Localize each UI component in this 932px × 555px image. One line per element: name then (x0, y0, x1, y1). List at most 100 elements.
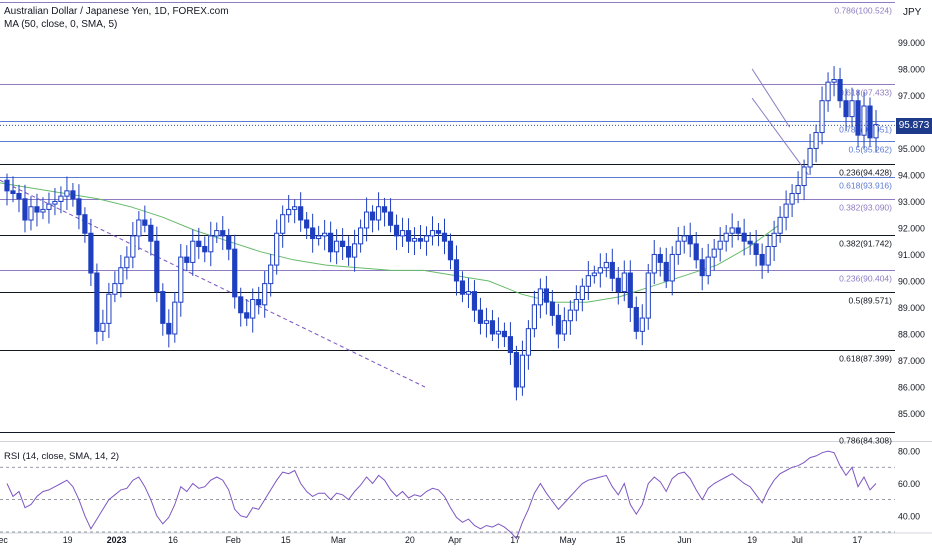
candle (651, 253, 657, 274)
candle (855, 100, 861, 136)
candle (40, 208, 46, 213)
fib-label: 0.786(100.524) (834, 6, 892, 16)
candle (591, 272, 597, 277)
candle (76, 198, 82, 216)
candle (783, 203, 789, 218)
candle (286, 208, 292, 216)
candle (64, 190, 70, 197)
candle (369, 211, 376, 221)
y-tick-label: 97.000 (898, 91, 925, 101)
candle (250, 299, 256, 319)
candle (465, 291, 472, 295)
candle (238, 296, 244, 314)
y-tick-label: 86.000 (898, 382, 925, 392)
candle (639, 317, 645, 332)
y-tick-label: 93.000 (898, 197, 925, 207)
candle (220, 230, 226, 237)
y-tick-label: 85.000 (898, 409, 925, 419)
trend-line (0, 179, 426, 388)
candle (28, 206, 34, 221)
candle (633, 306, 639, 332)
candle (142, 219, 148, 226)
candle (58, 195, 64, 202)
candle (429, 230, 436, 237)
candle (645, 272, 651, 319)
candle (675, 240, 681, 255)
candle (801, 166, 807, 187)
candle (46, 203, 52, 210)
candle (196, 240, 202, 248)
x-tick-label: 17 (852, 535, 862, 545)
candle (262, 283, 268, 306)
x-tick-label: Mar (331, 535, 346, 545)
x-tick-label: Feb (226, 535, 241, 545)
x-tick-label: 16 (168, 535, 178, 545)
last-price-badge: 95.873 (896, 118, 932, 134)
candle (759, 253, 765, 266)
y-tick-label: 90.000 (898, 276, 925, 286)
candle (825, 81, 831, 102)
candle (471, 291, 478, 311)
rsi-line (6, 450, 877, 540)
chart-title: Australian Dollar / Japanese Yen, 1D, FO… (4, 6, 229, 17)
candle (441, 232, 448, 242)
candle (363, 211, 370, 229)
candle (693, 243, 699, 261)
y-tick-label: 92.000 (898, 223, 925, 233)
candle (819, 100, 825, 134)
candle (687, 235, 693, 245)
candle (681, 235, 687, 242)
candle (208, 235, 214, 253)
candle (417, 238, 424, 242)
candle (717, 240, 723, 250)
y-tick-label: 91.000 (898, 250, 925, 260)
candle (621, 272, 627, 293)
candle (226, 235, 232, 250)
candle (130, 235, 136, 258)
rsi-tick-label: 40.00 (898, 511, 920, 521)
fib-label: 0.5(95.262) (849, 145, 893, 155)
candle (70, 190, 76, 200)
candle (423, 235, 430, 242)
candle (495, 330, 502, 335)
fib-label: 0.236(94.428) (839, 168, 892, 178)
candle (579, 285, 585, 301)
candle (435, 230, 442, 234)
candle (771, 232, 777, 248)
candle (124, 256, 130, 269)
candle (340, 240, 346, 248)
candle (543, 288, 549, 303)
candle (154, 240, 160, 293)
candle (831, 79, 837, 83)
candle (334, 240, 340, 253)
fib-label: 0.236(90.404) (839, 274, 892, 284)
candle (190, 240, 196, 263)
candle (843, 100, 849, 118)
candle (861, 105, 867, 136)
candle (328, 232, 334, 253)
candle (609, 261, 615, 279)
candle (573, 299, 579, 311)
x-tick-label: Apr (448, 535, 462, 545)
y-tick-label: 95.000 (898, 144, 925, 154)
candle (525, 328, 531, 356)
candle (777, 216, 783, 234)
candle (453, 259, 460, 282)
candle (747, 240, 753, 245)
candle (735, 227, 741, 234)
candle (663, 261, 669, 282)
candle (615, 277, 621, 293)
candle (393, 224, 400, 237)
candle (765, 246, 771, 266)
candle (280, 214, 286, 234)
candle (22, 198, 28, 221)
candle (483, 320, 490, 324)
candle (837, 79, 843, 102)
candle (214, 230, 220, 237)
candle (316, 235, 322, 240)
ma-legend: MA (50, close, 0, SMA, 5) (4, 19, 118, 30)
trend-line (751, 68, 791, 128)
candle (657, 253, 663, 263)
